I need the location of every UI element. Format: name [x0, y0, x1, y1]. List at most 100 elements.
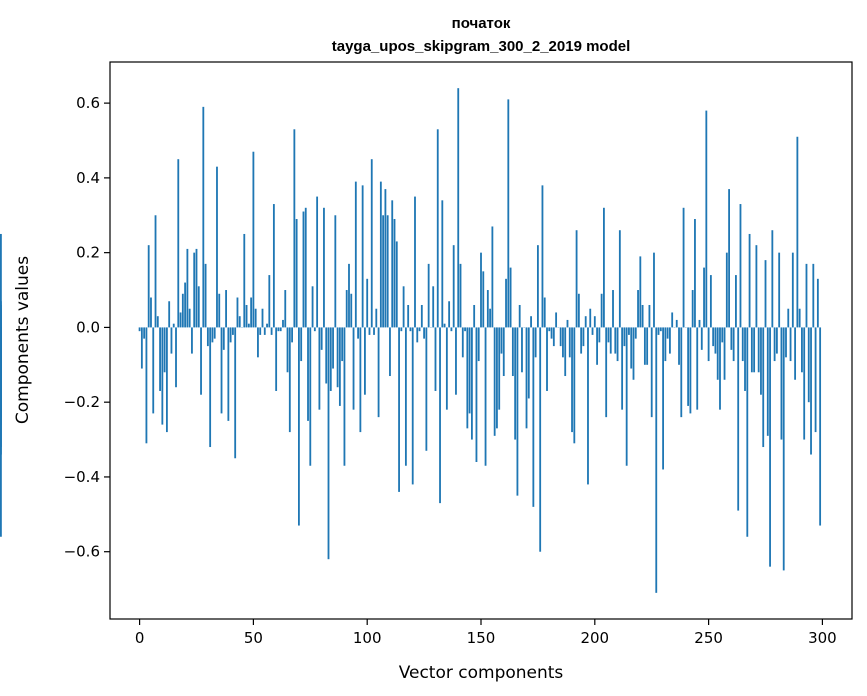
bar-57	[268, 275, 271, 328]
bar-282	[780, 327, 783, 440]
bar-103	[373, 327, 375, 335]
bar-179	[546, 327, 548, 391]
bar-156	[493, 327, 496, 436]
bar-181	[550, 327, 553, 339]
bar-177	[541, 185, 544, 328]
bar-99	[364, 327, 366, 395]
bar-289	[796, 136, 799, 328]
bar-209	[614, 327, 617, 354]
bar-119	[409, 327, 412, 332]
bar-28	[202, 106, 205, 328]
bar-undefined	[0, 327, 2, 455]
bar-225	[650, 327, 653, 418]
bar-70	[298, 327, 300, 526]
bar-43	[236, 297, 239, 328]
bar-60	[275, 327, 278, 391]
bar-219	[637, 290, 639, 328]
bar-77	[313, 327, 316, 332]
bar-161	[505, 278, 507, 328]
bar-123	[418, 327, 421, 332]
bar-109	[386, 215, 389, 328]
bar-236	[675, 319, 678, 328]
bar-64	[284, 290, 287, 328]
bar-50	[252, 151, 255, 328]
bar-18	[179, 312, 182, 328]
bar-228	[657, 327, 660, 335]
bar-152	[484, 327, 487, 466]
bar-14	[170, 327, 173, 354]
bar-65	[286, 327, 289, 373]
bar-114	[398, 327, 400, 492]
bar-279	[773, 327, 776, 362]
bar-238	[680, 327, 683, 418]
bar-249	[705, 110, 708, 328]
bar-178	[543, 297, 546, 328]
bar-187	[564, 327, 567, 377]
bar-192	[575, 230, 578, 328]
bar-155	[491, 226, 494, 328]
bar-286	[789, 327, 792, 362]
bar-210	[616, 327, 619, 362]
bar-76	[311, 286, 314, 328]
bar-31	[209, 327, 212, 448]
bar-55	[263, 327, 266, 335]
bar-280	[775, 327, 778, 354]
bars	[0, 88, 822, 593]
bar-71	[300, 327, 303, 362]
bar-61	[277, 327, 280, 332]
bar-73	[304, 207, 307, 328]
bar-194	[580, 327, 583, 354]
bar-158	[498, 327, 501, 410]
bar-173	[532, 327, 535, 507]
bar-288	[794, 327, 797, 380]
x-tick-label: 200	[580, 629, 609, 647]
bar-186	[562, 327, 564, 358]
y-tick-label: 0.0	[76, 318, 100, 336]
bar-206	[607, 327, 610, 343]
x-tick-label: 50	[244, 629, 263, 647]
bar-98	[361, 185, 364, 328]
bar-193	[577, 293, 580, 328]
bar-160	[502, 327, 505, 377]
bar-113	[395, 241, 398, 328]
bar-264	[739, 204, 742, 328]
bar-106	[379, 181, 382, 328]
bar-214	[625, 327, 628, 466]
bar-154	[489, 308, 492, 328]
bar-8	[156, 316, 159, 328]
bar-126	[425, 327, 428, 451]
bar-216	[630, 327, 633, 369]
bar-112	[393, 219, 396, 328]
bar-42	[234, 327, 237, 459]
bar-198	[589, 308, 592, 328]
bar-undefined	[0, 233, 2, 328]
bar-247	[700, 327, 703, 350]
y-tick-label: −0.6	[64, 543, 100, 561]
bar-81	[323, 207, 325, 328]
bar-136	[448, 301, 451, 328]
y-axis-label: Components values	[13, 256, 33, 424]
bar-66	[288, 327, 291, 433]
bar-295	[810, 327, 812, 455]
x-axis-ticks: 0 50 100 150 200 250 300	[135, 619, 837, 647]
y-tick-label: 0.4	[76, 169, 100, 187]
bar-255	[719, 327, 721, 410]
bar-165	[514, 327, 517, 440]
bar-230	[662, 327, 664, 470]
bar-33	[213, 327, 216, 339]
bar-167	[518, 304, 521, 328]
bar-15	[172, 323, 175, 328]
bar-271	[755, 245, 758, 328]
bar-101	[368, 327, 371, 335]
bar-20	[184, 282, 187, 328]
bar-29	[204, 263, 207, 328]
bar-17	[177, 159, 180, 328]
bar-6	[152, 327, 155, 414]
bar-244	[694, 219, 696, 328]
bar-9	[159, 327, 161, 391]
bar-241	[687, 327, 690, 406]
bar-16	[175, 327, 177, 388]
bar-283	[782, 327, 785, 571]
bar-296	[812, 263, 815, 328]
